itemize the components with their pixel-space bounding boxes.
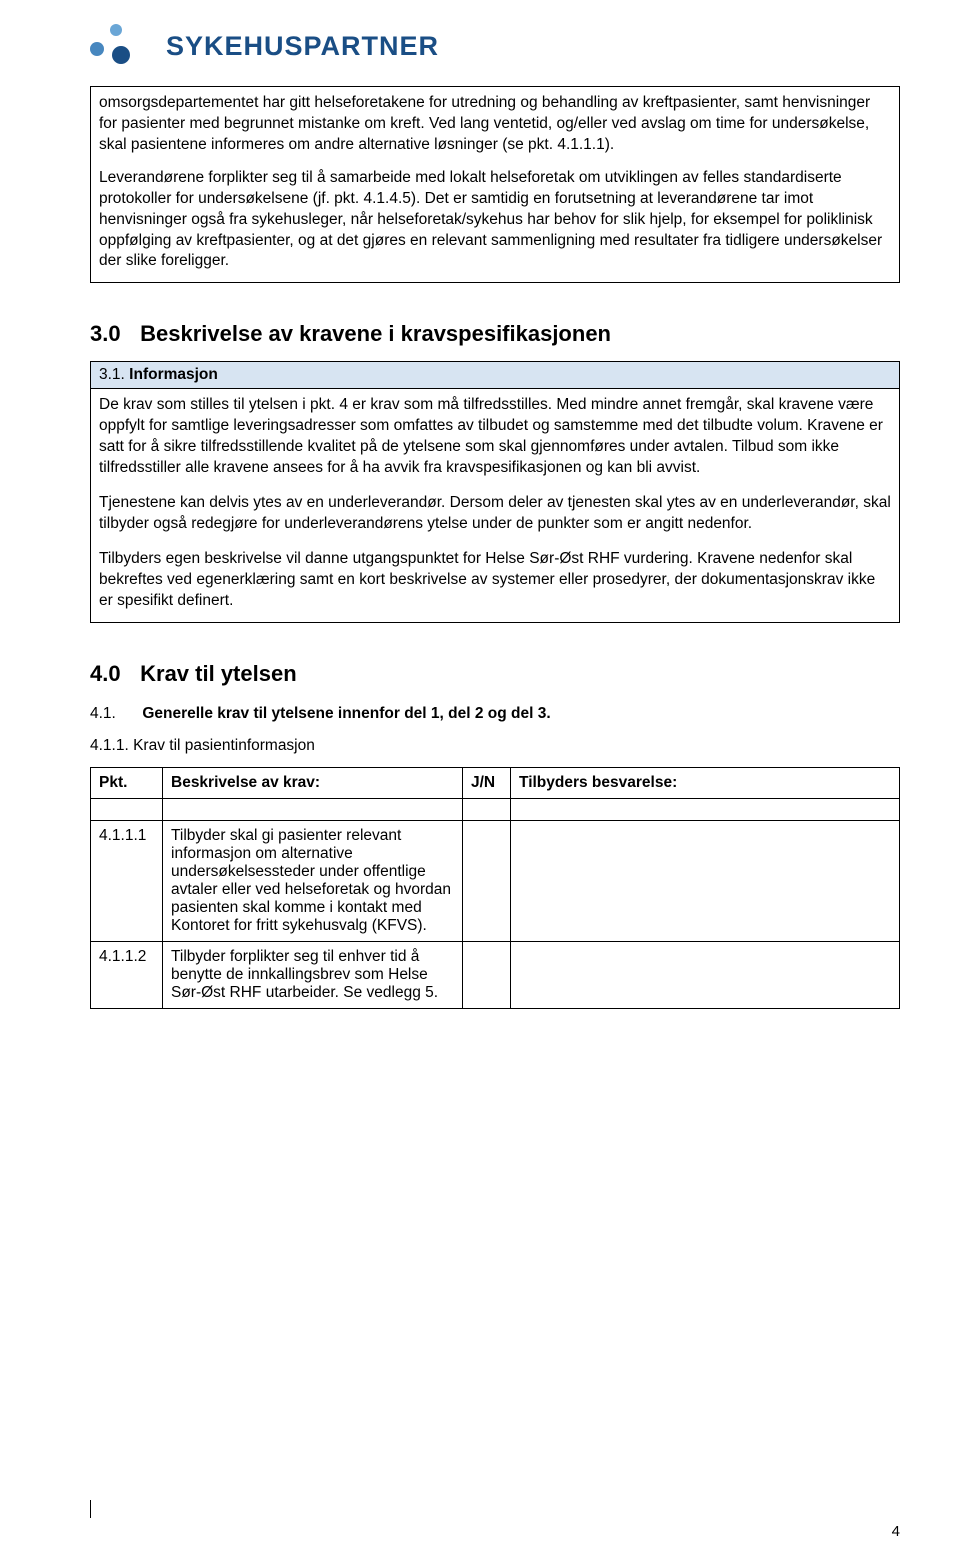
logo: SYKEHUSPARTNER [90, 24, 900, 68]
cell-pkt: 4.1.1.2 [91, 941, 163, 1008]
th-pkt: Pkt. [91, 767, 163, 798]
cell-resp [511, 941, 900, 1008]
info-paragraph-1: De krav som stilles til ytelsen i pkt. 4… [99, 395, 891, 479]
table-row: 4.1.1.1 Tilbyder skal gi pasienter relev… [91, 820, 900, 941]
section-3-heading: 3.0 Beskrivelse av kravene i kravspesifi… [90, 321, 900, 347]
table-row: 4.1.1.2 Tilbyder forplikter seg til enhv… [91, 941, 900, 1008]
logo-dots-icon [90, 24, 152, 68]
th-resp: Tilbyders besvarelse: [511, 767, 900, 798]
section-4-1-title: Generelle krav til ytelsene innenfor del… [142, 705, 550, 722]
th-jn: J/N [463, 767, 511, 798]
th-desc: Beskrivelse av krav: [163, 767, 463, 798]
cell-jn [463, 820, 511, 941]
page-footer-mark [90, 1500, 98, 1518]
intro-textbox: omsorgsdepartementet har gitt helseforet… [90, 86, 900, 283]
table-spacer-row [91, 798, 900, 820]
cell-desc: Tilbyder skal gi pasienter relevant info… [163, 820, 463, 941]
intro-paragraph-1: omsorgsdepartementet har gitt helseforet… [99, 93, 891, 156]
section-4-1-1-heading: 4.1.1. Krav til pasientinformasjon [90, 737, 900, 755]
document-page: SYKEHUSPARTNER omsorgsdepartementet har … [0, 0, 960, 1558]
intro-paragraph-2: Leverandørene forplikter seg til å samar… [99, 168, 891, 273]
spacer-cell [91, 798, 163, 820]
table-header-row: Pkt. Beskrivelse av krav: J/N Tilbyders … [91, 767, 900, 798]
section-4-1-1-title: Krav til pasientinformasjon [133, 737, 315, 754]
spacer-cell [511, 798, 900, 820]
logo-text: SYKEHUSPARTNER [166, 31, 439, 62]
spacer-cell [163, 798, 463, 820]
cell-resp [511, 820, 900, 941]
section-4-1-heading: 4.1. Generelle krav til ytelsene innenfo… [90, 705, 900, 723]
info-paragraph-2: Tjenestene kan delvis ytes av en underle… [99, 493, 891, 535]
cell-jn [463, 941, 511, 1008]
section-3-num: 3.0 [90, 321, 134, 347]
section-4-heading: 4.0 Krav til ytelsen [90, 661, 900, 687]
section-4-1-num: 4.1. [90, 705, 138, 723]
page-number: 4 [892, 1523, 900, 1540]
section-4-title: Krav til ytelsen [140, 661, 297, 686]
section-4-1-1-num: 4.1.1. [90, 737, 129, 754]
cell-pkt: 4.1.1.1 [91, 820, 163, 941]
section-3-1-header: 3.1. Informasjon [90, 361, 900, 389]
section-3-1-num: 3.1. [99, 366, 125, 383]
info-paragraph-3: Tilbyders egen beskrivelse vil danne utg… [99, 549, 891, 612]
section-4-num: 4.0 [90, 661, 134, 687]
spacer-cell [463, 798, 511, 820]
section-3-1-body: De krav som stilles til ytelsen i pkt. 4… [90, 389, 900, 622]
section-3-title: Beskrivelse av kravene i kravspesifikasj… [140, 321, 611, 346]
cell-desc: Tilbyder forplikter seg til enhver tid å… [163, 941, 463, 1008]
requirements-table: Pkt. Beskrivelse av krav: J/N Tilbyders … [90, 767, 900, 1009]
section-3-1-title: Informasjon [129, 366, 218, 383]
